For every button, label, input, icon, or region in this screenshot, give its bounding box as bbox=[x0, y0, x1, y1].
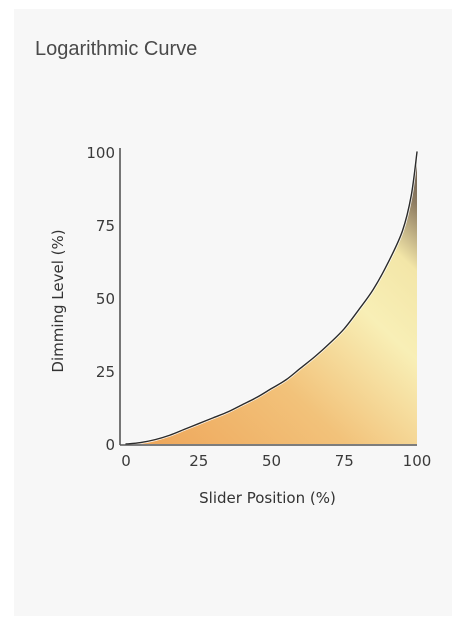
curve-line bbox=[125, 151, 418, 445]
curve-area-fill bbox=[126, 152, 417, 444]
x-tick-label: 50 bbox=[262, 452, 281, 470]
y-axis-title: Dimming Level (%) bbox=[49, 229, 67, 372]
y-tick-label: 75 bbox=[96, 217, 115, 235]
y-tick-label: 100 bbox=[86, 144, 115, 162]
y-tick-label: 0 bbox=[105, 436, 115, 454]
y-tick-label: 50 bbox=[96, 290, 115, 308]
y-tick-label: 25 bbox=[96, 363, 115, 381]
x-tick-label: 100 bbox=[403, 452, 432, 470]
card-title: Logarithmic Curve bbox=[35, 38, 198, 60]
x-axis-title: Slider Position (%) bbox=[199, 489, 336, 507]
x-tick-label: 75 bbox=[335, 452, 354, 470]
x-tick-label: 0 bbox=[121, 452, 131, 470]
x-tick-label: 25 bbox=[189, 452, 208, 470]
